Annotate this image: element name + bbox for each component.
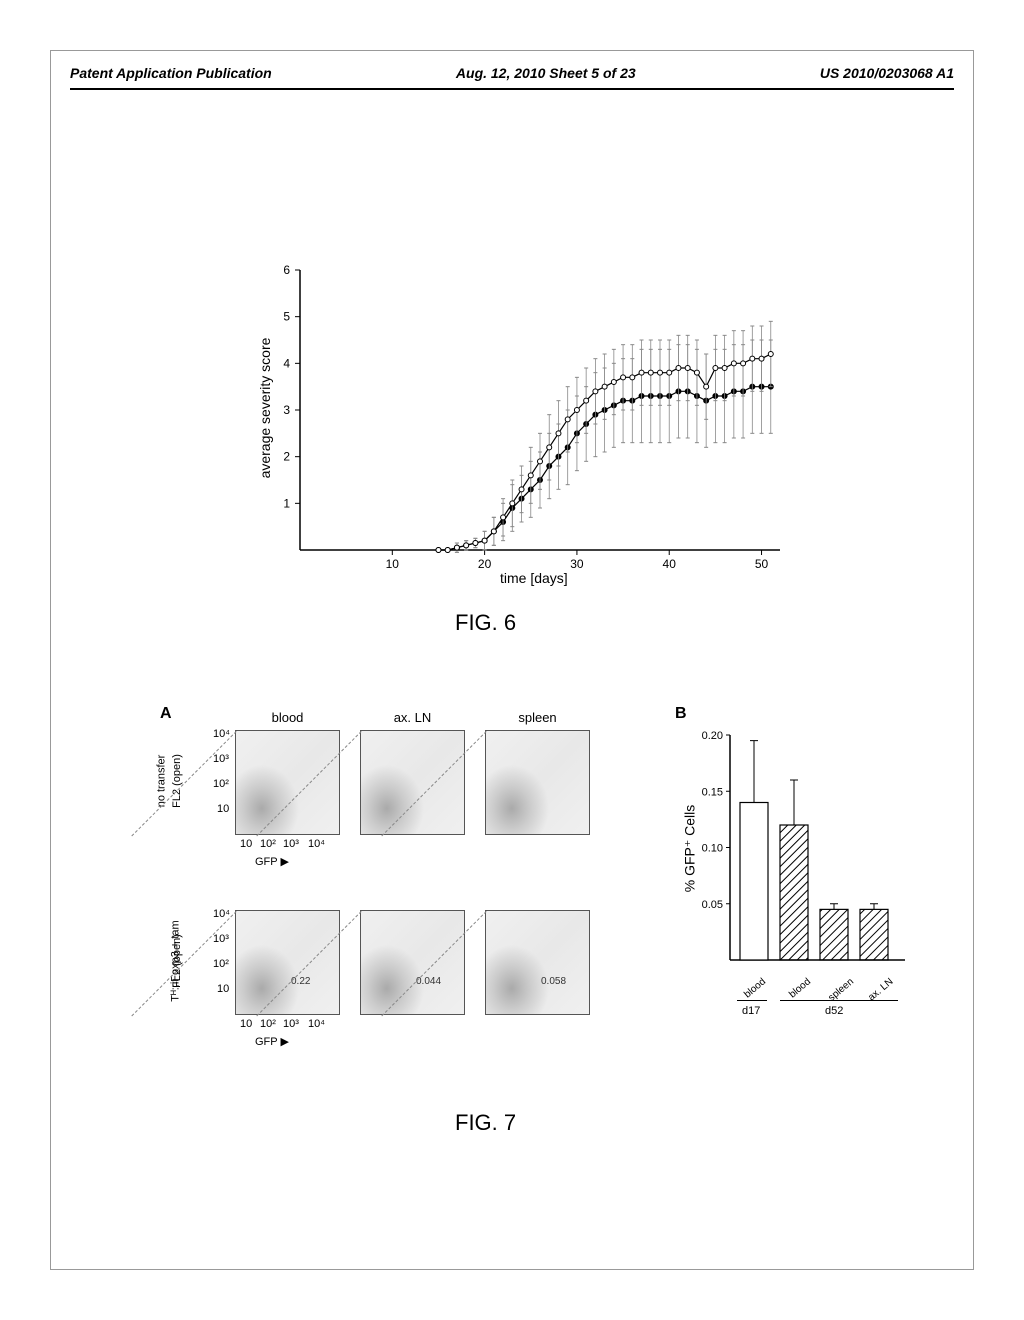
fig6-chart: 1 2 3 4 5 6 10 20 30 40 50 average severity score… bbox=[240, 250, 800, 600]
r1-ytick-1: 10 bbox=[217, 803, 229, 815]
svg-text:2: 2 bbox=[283, 450, 290, 464]
svg-text:40: 40 bbox=[663, 557, 677, 571]
svg-text:50: 50 bbox=[755, 557, 769, 571]
r1-xtick-1: 10 bbox=[240, 838, 252, 850]
facs-row2-axln: 0.044 bbox=[360, 910, 465, 1015]
facs-row1-axln bbox=[360, 730, 465, 835]
facs-row1-blood bbox=[235, 730, 340, 835]
r1-xtick-2: 10² bbox=[260, 838, 276, 850]
day-line-1 bbox=[737, 1000, 767, 1001]
svg-text:0.15: 0.15 bbox=[702, 786, 723, 798]
svg-text:5: 5 bbox=[283, 310, 290, 324]
svg-text:20: 20 bbox=[478, 557, 492, 571]
r2-xtick-3: 10³ bbox=[283, 1018, 299, 1030]
col-header-blood: blood bbox=[235, 710, 340, 725]
row1-label-top: no transfer bbox=[155, 755, 167, 808]
r1-xtick-4: 10⁴ bbox=[308, 838, 325, 850]
fig7-panel-a-label: A bbox=[160, 705, 172, 723]
fig7-container: A B blood ax. LN spleen no transfer FL2 … bbox=[120, 700, 920, 1100]
svg-text:30: 30 bbox=[570, 557, 584, 571]
fig7-caption: FIG. 7 bbox=[455, 1110, 516, 1136]
day-label-1: d17 bbox=[742, 1005, 760, 1017]
r2-ytick-2: 10² bbox=[213, 958, 229, 970]
row2-label-bottom: FL2 (open) bbox=[171, 934, 183, 988]
facs-val-spleen: 0.058 bbox=[541, 976, 566, 987]
r1-xtick-3: 10³ bbox=[283, 838, 299, 850]
facs-row2-spleen: 0.058 bbox=[485, 910, 590, 1015]
header-rule bbox=[70, 88, 954, 90]
r2-xtick-4: 10⁴ bbox=[308, 1018, 325, 1030]
fig6-caption: FIG. 6 bbox=[455, 610, 516, 636]
col-header-axln: ax. LN bbox=[360, 710, 465, 725]
day-line-2 bbox=[780, 1000, 898, 1001]
fig7b-chart: 0.050.100.150.20 % GFP⁺ Cells blood bloo… bbox=[675, 725, 915, 1025]
r1-ytick-4: 10⁴ bbox=[213, 728, 230, 740]
day-label-2: d52 bbox=[825, 1005, 843, 1017]
r2-ytick-3: 10³ bbox=[213, 933, 229, 945]
facs-row1-spleen bbox=[485, 730, 590, 835]
svg-text:0.20: 0.20 bbox=[702, 730, 723, 742]
col-header-spleen: spleen bbox=[485, 710, 590, 725]
row1-label-bottom: FL2 (open) bbox=[171, 754, 183, 808]
svg-text:1: 1 bbox=[283, 496, 290, 510]
svg-text:10: 10 bbox=[386, 557, 400, 571]
r2-ytick-4: 10⁴ bbox=[213, 908, 230, 920]
fig7b-svg: 0.05 0.10 0.15 0.20 bbox=[675, 725, 915, 1025]
header-left: Patent Application Publication bbox=[70, 65, 272, 81]
fig7b-ylabel: % GFP⁺ Cells bbox=[682, 799, 699, 899]
r1-gfp-label: GFP ▶ bbox=[255, 855, 289, 868]
facs-row2-blood: 0.22 bbox=[235, 910, 340, 1015]
svg-text:0.05: 0.05 bbox=[702, 899, 723, 911]
header-right: US 2010/0203068 A1 bbox=[820, 65, 954, 81]
svg-text:3: 3 bbox=[283, 403, 290, 417]
r1-ytick-2: 10² bbox=[213, 778, 229, 790]
svg-text:0.10: 0.10 bbox=[702, 843, 723, 855]
r2-xtick-1: 10 bbox=[240, 1018, 252, 1030]
fig6-xlabel: time [days] bbox=[500, 570, 568, 586]
svg-text:6: 6 bbox=[283, 263, 290, 277]
r2-xtick-2: 10² bbox=[260, 1018, 276, 1030]
r1-ytick-3: 10³ bbox=[213, 753, 229, 765]
r2-ytick-1: 10 bbox=[217, 983, 229, 995]
r2-gfp-label: GFP ▶ bbox=[255, 1035, 289, 1048]
page-header: Patent Application Publication Aug. 12, … bbox=[70, 65, 954, 81]
fig6-svg: 1 2 3 4 5 6 10 20 30 40 50 bbox=[240, 250, 800, 600]
svg-text:4: 4 bbox=[283, 356, 290, 370]
fig6-ylabel: average severity score bbox=[257, 328, 273, 488]
header-center: Aug. 12, 2010 Sheet 5 of 23 bbox=[456, 65, 636, 81]
fig7-panel-b-label: B bbox=[675, 705, 687, 723]
